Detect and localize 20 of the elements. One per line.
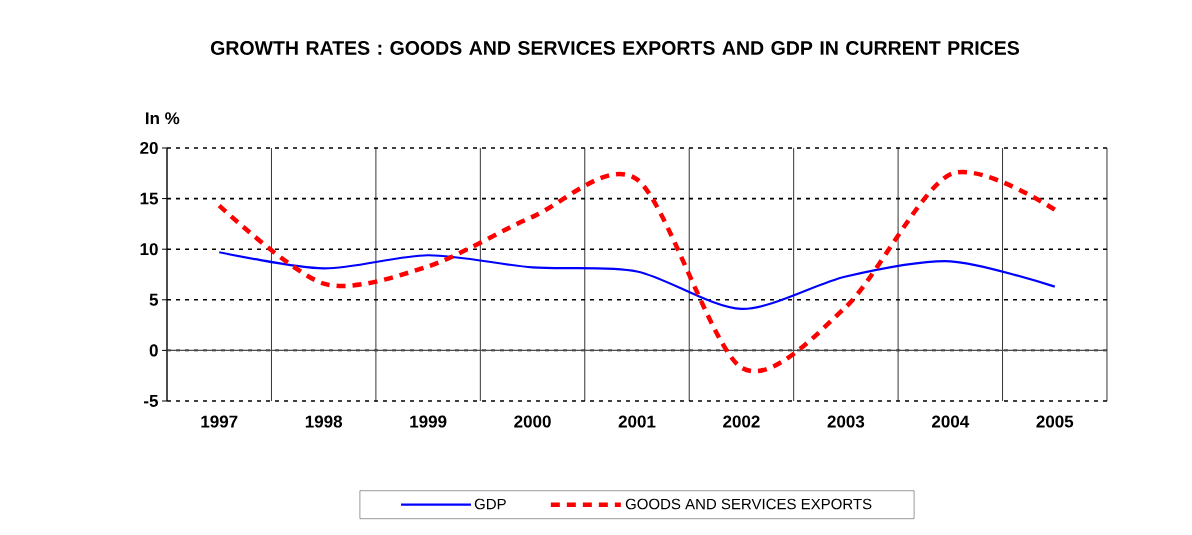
y-tick-label: 0	[149, 344, 158, 357]
y-axis-title: In %	[145, 112, 180, 125]
chart-title: GROWTH RATES : GOODS AND SERVICES EXPORTS AND GDP IN CURRENT PRICES	[210, 41, 1020, 55]
x-tick-label: 2005	[1036, 415, 1074, 428]
y-tick-label: -5	[144, 395, 159, 407]
y-tick-label: 15	[140, 192, 159, 205]
x-tick-label: 2002	[723, 415, 760, 428]
y-tick-label: 20	[140, 141, 158, 155]
x-tick-label: 2004	[932, 415, 970, 428]
x-tick-label: 1999	[410, 415, 447, 428]
x-tick-label: 1998	[305, 415, 343, 428]
x-tick-label: 2000	[514, 415, 551, 428]
legend-label: GDP	[474, 498, 506, 510]
y-tick-label: 5	[149, 293, 159, 306]
x-tick-label: 2003	[827, 415, 865, 428]
x-tick-label: 2001	[618, 415, 656, 428]
legend-label: GOODS AND SERVICES EXPORTS	[625, 498, 872, 510]
y-tick-label: 10	[140, 243, 158, 256]
line-series	[218, 251, 1056, 310]
x-tick-label: 1997	[201, 415, 238, 428]
